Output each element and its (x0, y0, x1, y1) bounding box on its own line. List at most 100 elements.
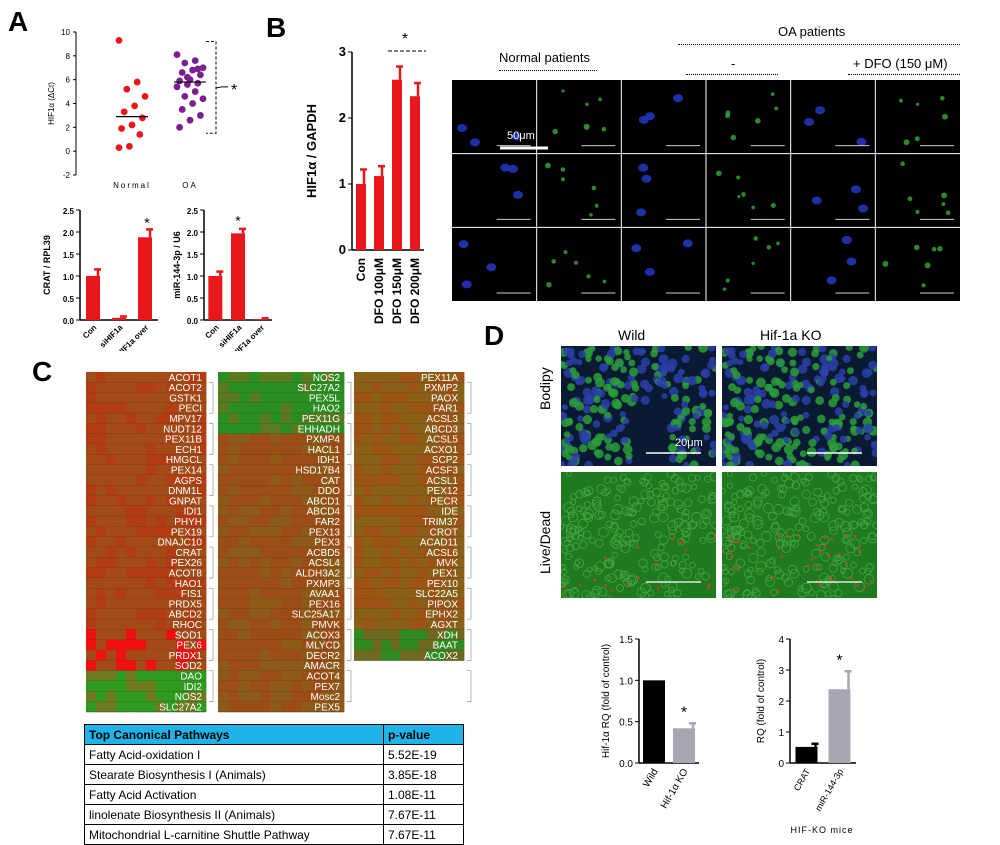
live-cell (782, 506, 792, 516)
cell (819, 375, 827, 383)
heatmap-cell (218, 578, 229, 589)
d-ko-label: Hif-1a KO (760, 327, 822, 343)
heatmap-cell (323, 495, 334, 507)
heatmap-cell (427, 433, 437, 445)
cell (755, 449, 765, 459)
heatmap-cell (399, 578, 410, 589)
green-signal (776, 241, 780, 246)
y-tick-label: 1.0 (619, 676, 633, 687)
heatmap-cell (354, 423, 364, 435)
dendrogram-branch (347, 505, 352, 538)
heatmap-cell (86, 464, 97, 476)
heatmap-cell (239, 557, 250, 568)
cell (681, 354, 690, 363)
live-cell (561, 564, 565, 572)
b-normal-underline (499, 70, 597, 71)
live-cell (732, 525, 743, 536)
heatmap-cell (436, 505, 447, 517)
heatmap-cell (196, 372, 207, 383)
heatmap-cell (409, 444, 419, 455)
heatmap-cell (333, 588, 345, 599)
cell (637, 347, 646, 356)
dead-cell (637, 546, 640, 549)
live-cell (673, 499, 684, 510)
heatmap-cell (454, 536, 465, 548)
dead-cell (810, 558, 814, 561)
y-tick-label: 0 (778, 759, 784, 770)
heatmap-cell (409, 629, 419, 641)
heatmap-cell (96, 495, 107, 507)
heatmap-cell (363, 485, 373, 496)
heatmap-cell (323, 475, 334, 486)
heatmap-cell (399, 475, 410, 486)
cell (746, 376, 753, 384)
heatmap-cell (399, 485, 410, 496)
heatmap-cell (239, 701, 250, 713)
heatmap-cell (176, 372, 187, 383)
heatmap-cell (106, 691, 117, 702)
nucleus (511, 132, 522, 141)
heatmap-cell (399, 372, 410, 383)
heatmap-cell (399, 650, 410, 661)
heatmap-cell (106, 598, 117, 610)
heatmap-cell (249, 701, 261, 713)
cell (859, 346, 870, 353)
live-cell (570, 499, 577, 506)
live-cell (616, 584, 624, 592)
heatmap-cell (136, 567, 147, 579)
heatmap-cell (116, 547, 127, 558)
heatmap-gene-label: IDE (441, 507, 458, 518)
heatmap-cell (323, 639, 334, 651)
dead-cell (829, 576, 833, 580)
heatmap-cell (156, 505, 167, 517)
heatmap-cell (418, 567, 428, 579)
heatmap-cell (196, 619, 207, 630)
heatmap-cell (196, 516, 207, 527)
heatmap-cell (196, 413, 207, 424)
live-cell (794, 522, 803, 532)
live-cell (663, 591, 670, 598)
heatmap-cell (427, 557, 437, 568)
heatmap-cell (260, 608, 271, 620)
live-cell (582, 530, 592, 540)
live-cell (620, 540, 628, 547)
cell (780, 410, 788, 418)
cell (842, 400, 850, 409)
heatmap-cell (146, 464, 157, 476)
cell (673, 373, 684, 384)
dead-cell (593, 578, 596, 582)
heatmap-gene-label: PEX11A (421, 373, 458, 384)
heatmap-cell (146, 701, 157, 713)
y-tick-label: 3 (778, 666, 784, 677)
heatmap-cell (445, 526, 456, 538)
heatmap-cell (126, 413, 137, 424)
cell (833, 424, 840, 431)
pathway-table-header: Top Canonical Pathways p-value (84, 724, 464, 745)
live-cell (589, 537, 596, 544)
heatmap-cell (156, 547, 167, 558)
heatmap-cell (186, 454, 197, 465)
cell (670, 394, 679, 402)
live-cell (581, 590, 592, 598)
heatmap-cell (146, 495, 157, 507)
heatmap-cell (390, 608, 401, 620)
heatmap-cell (228, 464, 240, 476)
heatmap-cell (302, 567, 313, 579)
live-cell (808, 497, 817, 507)
heatmap-cell (96, 413, 107, 424)
heatmap-cell (399, 598, 410, 610)
heatmap-gene-label: ABCD2 (169, 610, 203, 621)
heatmap-cell (106, 423, 117, 435)
heatmap-cell (186, 701, 197, 713)
cell (668, 386, 679, 397)
heatmap-gene-label: GSTK1 (169, 393, 202, 404)
heatmap-cell (218, 701, 229, 713)
heatmap-cell (116, 691, 127, 702)
cell (561, 460, 566, 466)
pathway-name: Stearate Biosynthesis I (Animals) (84, 764, 384, 785)
live-cell (781, 543, 792, 553)
cell (731, 357, 739, 365)
heatmap-cell (176, 495, 187, 507)
green-signal (770, 202, 776, 208)
